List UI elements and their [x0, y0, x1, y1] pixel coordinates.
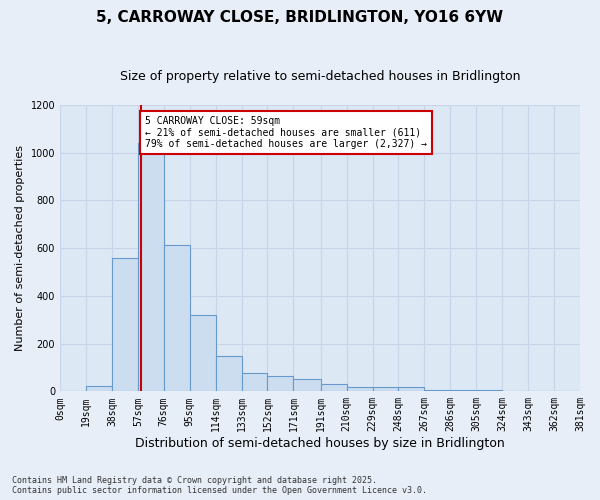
Bar: [138, 143, 164, 392]
Bar: [268, 376, 293, 392]
Bar: [164, 244, 190, 392]
Bar: [215, 356, 242, 392]
Bar: [86, 386, 112, 392]
Text: 5 CARROWAY CLOSE: 59sqm
← 21% of semi-detached houses are smaller (611)
79% of s: 5 CARROWAY CLOSE: 59sqm ← 21% of semi-de…: [145, 116, 427, 149]
Bar: [476, 390, 502, 392]
Bar: [424, 390, 451, 392]
Text: 5, CARROWAY CLOSE, BRIDLINGTON, YO16 6YW: 5, CARROWAY CLOSE, BRIDLINGTON, YO16 6YW: [97, 10, 503, 25]
Bar: [242, 374, 268, 392]
Bar: [321, 384, 347, 392]
Bar: [190, 315, 215, 392]
Bar: [451, 390, 476, 392]
Bar: [347, 386, 373, 392]
Title: Size of property relative to semi-detached houses in Bridlington: Size of property relative to semi-detach…: [120, 70, 520, 83]
Bar: [398, 387, 424, 392]
Bar: [112, 258, 138, 392]
X-axis label: Distribution of semi-detached houses by size in Bridlington: Distribution of semi-detached houses by …: [135, 437, 505, 450]
Text: Contains HM Land Registry data © Crown copyright and database right 2025.
Contai: Contains HM Land Registry data © Crown c…: [12, 476, 427, 495]
Y-axis label: Number of semi-detached properties: Number of semi-detached properties: [15, 145, 25, 351]
Bar: [373, 387, 398, 392]
Bar: [293, 380, 321, 392]
